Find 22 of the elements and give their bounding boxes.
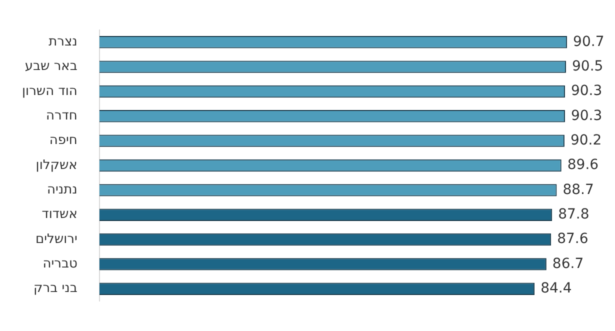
y-tick-label: חדרה	[46, 108, 78, 124]
y-tick-label: ירושלים	[35, 232, 78, 247]
data-label: 90.2	[570, 132, 602, 148]
data-label: 90.5	[572, 58, 604, 74]
y-tick-label: נצרת	[48, 34, 78, 50]
data-label: 88.7	[562, 182, 594, 198]
data-label: 84.4	[540, 280, 572, 297]
y-tick-label: הוד השרון	[22, 84, 78, 99]
y-tick-label: באר שבע	[24, 59, 78, 74]
data-label: 89.6	[567, 157, 599, 174]
y-tick-label: בני ברק	[34, 281, 78, 296]
data-label: 87.6	[557, 231, 588, 248]
y-tick-label: אשקלון	[36, 158, 78, 173]
data-label: 90.7	[573, 34, 604, 50]
y-tick-label: חיפה	[49, 133, 78, 148]
data-label: 86.7	[552, 256, 584, 272]
data-label: 87.8	[558, 206, 590, 222]
data-label: 90.3	[570, 108, 602, 124]
y-tick-label: טבריה	[42, 256, 78, 272]
data-label: 90.3	[570, 83, 602, 100]
y-tick-label: אשדוד	[42, 207, 78, 222]
y-tick-label: נתניה	[47, 182, 78, 198]
